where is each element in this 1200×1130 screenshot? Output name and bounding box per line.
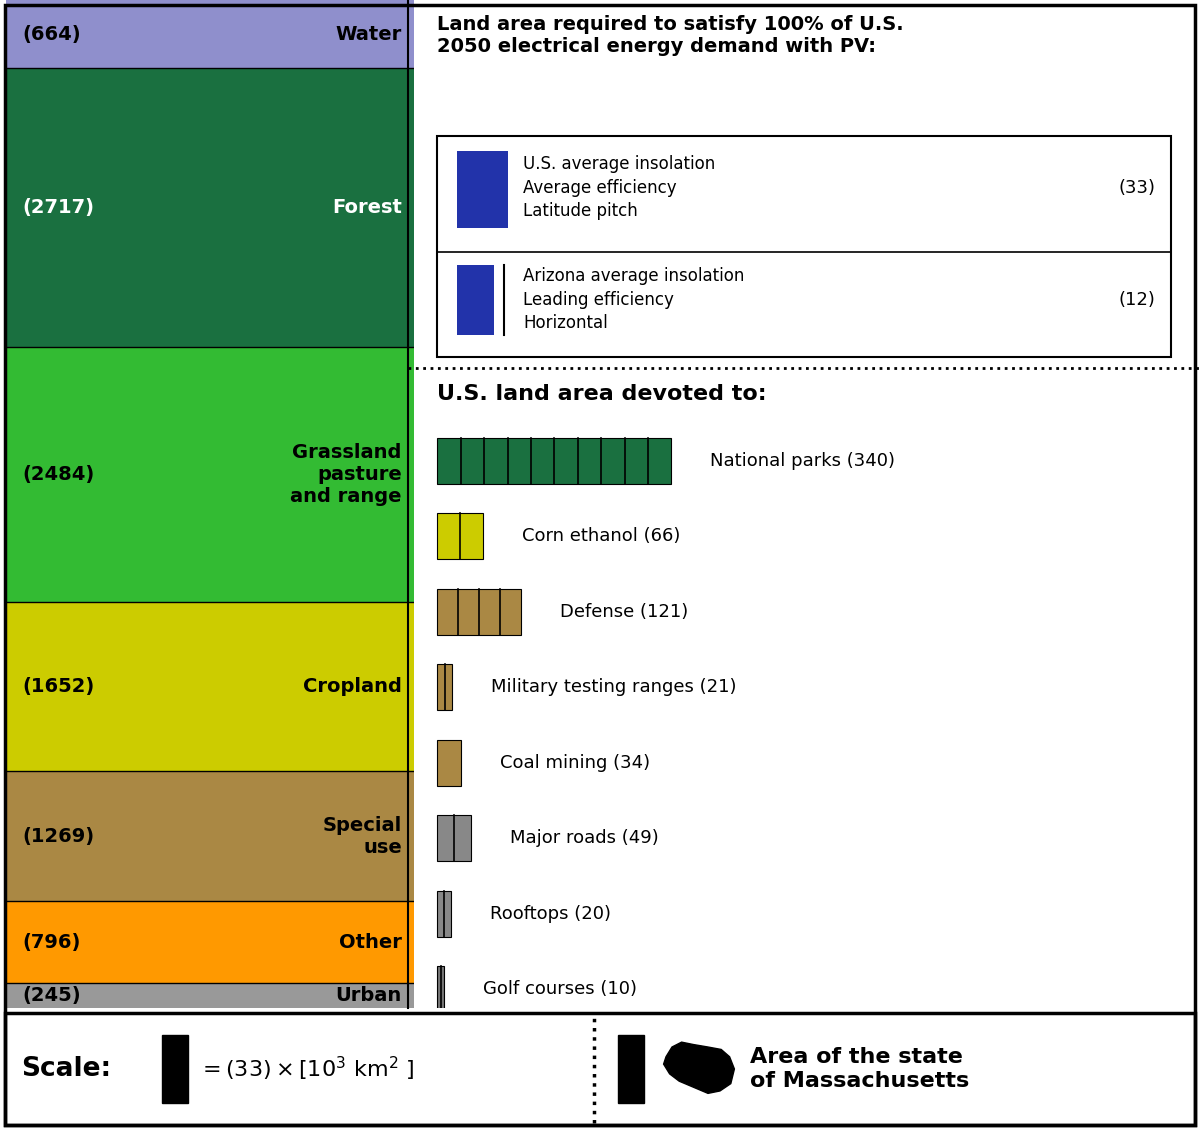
Bar	[457, 264, 494, 334]
Bar	[437, 136, 1171, 357]
Text: (1652): (1652)	[23, 677, 95, 696]
Bar	[162, 1035, 188, 1103]
Text: $= (33) \times [10^3\ \mathrm{km}^2\ ]$: $= (33) \times [10^3\ \mathrm{km}^2\ ]$	[198, 1055, 414, 1083]
Bar	[6, 601, 414, 771]
Text: Water: Water	[336, 25, 402, 44]
Bar	[6, 771, 414, 902]
Text: U.S. average insolation
Average efficiency
Latitude pitch: U.S. average insolation Average efficien…	[523, 155, 715, 220]
Bar	[6, 347, 414, 601]
Text: Defense (121): Defense (121)	[559, 602, 688, 620]
Text: (33): (33)	[1118, 179, 1154, 197]
Text: Corn ethanol (66): Corn ethanol (66)	[522, 528, 680, 546]
Bar	[437, 664, 452, 711]
Bar	[437, 740, 461, 785]
Polygon shape	[664, 1042, 734, 1094]
Text: (2717): (2717)	[23, 198, 95, 217]
Text: Rooftops (20): Rooftops (20)	[490, 905, 611, 923]
Text: Special
use: Special use	[323, 816, 402, 857]
Text: National parks (340): National parks (340)	[710, 452, 895, 470]
Text: (245): (245)	[23, 985, 80, 1005]
Bar	[437, 513, 482, 559]
Text: Grassland
pasture
and range: Grassland pasture and range	[290, 443, 402, 506]
Bar	[457, 150, 508, 228]
Bar	[437, 437, 671, 484]
Text: (12): (12)	[1118, 290, 1154, 308]
Text: Major roads (49): Major roads (49)	[510, 829, 659, 848]
Text: Urban: Urban	[336, 985, 402, 1005]
Text: Golf courses (10): Golf courses (10)	[484, 981, 637, 999]
Bar	[618, 1035, 644, 1103]
Bar	[437, 890, 451, 937]
Text: (2484): (2484)	[23, 464, 95, 484]
Bar	[6, 902, 414, 983]
Bar	[437, 589, 521, 635]
Bar	[6, 983, 414, 1008]
Bar	[437, 966, 444, 1012]
Text: Coal mining (34): Coal mining (34)	[499, 754, 650, 772]
Text: (796): (796)	[23, 932, 80, 951]
Text: Cropland: Cropland	[302, 677, 402, 696]
Text: Forest: Forest	[332, 198, 402, 217]
Text: Military testing ranges (21): Military testing ranges (21)	[491, 678, 737, 696]
Bar	[437, 816, 472, 861]
Text: Area of the state
of Massachusetts: Area of the state of Massachusetts	[750, 1048, 970, 1090]
Text: Land area required to satisfy 100% of U.S.
2050 electrical energy demand with PV: Land area required to satisfy 100% of U.…	[437, 15, 904, 55]
Text: (664): (664)	[23, 25, 80, 44]
Bar	[6, 0, 414, 68]
Text: (1269): (1269)	[23, 827, 95, 845]
Bar	[6, 68, 414, 347]
Text: Scale:: Scale:	[22, 1055, 112, 1083]
Text: Arizona average insolation
Leading efficiency
Horizontal: Arizona average insolation Leading effic…	[523, 267, 744, 332]
Text: U.S. land area devoted to:: U.S. land area devoted to:	[437, 384, 767, 403]
Text: Other: Other	[338, 932, 402, 951]
